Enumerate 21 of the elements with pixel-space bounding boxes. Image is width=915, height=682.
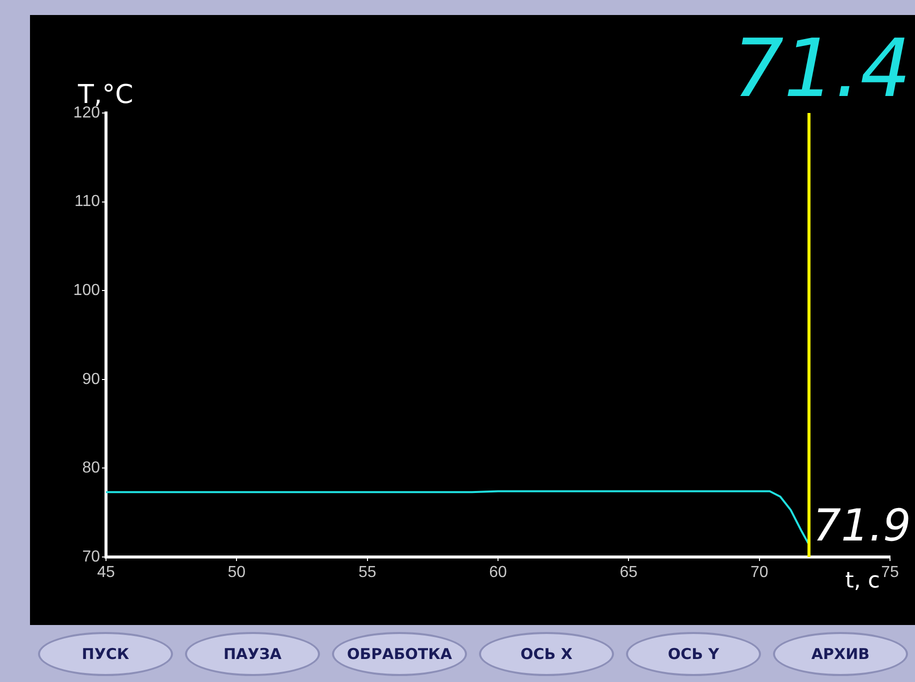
y-tick-label: 110 — [74, 193, 100, 210]
y-tick-label: 70 — [82, 548, 100, 566]
annotation: 71.4 — [732, 22, 911, 115]
ref-line-label: 71.9 — [813, 500, 911, 552]
text: ОСЬ X — [479, 632, 614, 676]
text: ПАУЗА — [185, 632, 320, 676]
text: ОБРАБОТКА — [332, 632, 467, 676]
x-tick-label: 70 — [750, 564, 768, 582]
x-tick-label: 45 — [97, 564, 115, 582]
y-tick-label: 80 — [82, 460, 100, 477]
x-tick-label: 75 — [881, 564, 899, 582]
x-tick-label: 55 — [358, 564, 376, 582]
x-tick-label: 65 — [620, 564, 638, 582]
text: ОСЬ Y — [626, 632, 761, 676]
text: АРХИВ — [773, 632, 908, 676]
text: ПУСК — [38, 632, 173, 676]
x-axis-title: t, c — [845, 568, 880, 594]
x-tick-label: 60 — [489, 564, 507, 582]
y-tick-label: 100 — [73, 282, 100, 300]
x-tick-label: 50 — [228, 564, 246, 582]
y-tick-label: 90 — [82, 370, 100, 388]
